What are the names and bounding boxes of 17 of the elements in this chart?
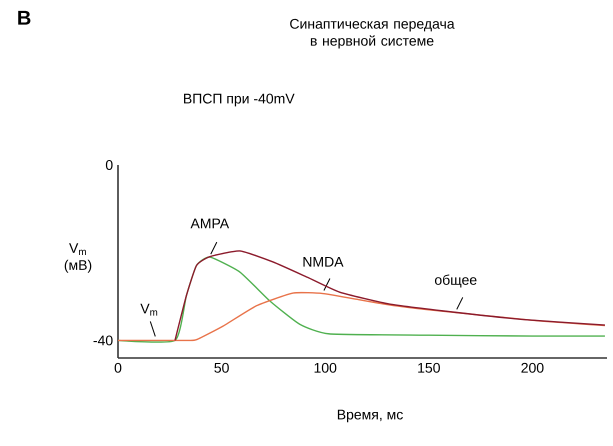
x-tick-label: 100 <box>314 362 336 373</box>
chart-subtitle: ВПСП при -40mV <box>184 94 295 106</box>
series-label: NMDA <box>303 257 344 267</box>
x-axis-title: Время, мс <box>338 410 403 422</box>
chart-title: Синаптическая передача в нервной системе <box>290 18 455 49</box>
y-axis-title: V$_{m}$ (мВ) <box>64 243 92 273</box>
x-tick-label: 200 <box>521 362 544 373</box>
text: AMPA <box>190 218 230 228</box>
x-tick-label: 150 <box>418 362 440 373</box>
text: B <box>18 10 30 25</box>
y-tick-label: -40 <box>94 335 113 346</box>
line-series <box>117 292 606 342</box>
series-label: общее <box>434 274 477 288</box>
line-series <box>174 250 606 342</box>
x-tick-label: 0 <box>114 362 122 373</box>
annotation: V$_{m}$ <box>140 304 158 316</box>
x-tick-label: 50 <box>214 362 229 373</box>
